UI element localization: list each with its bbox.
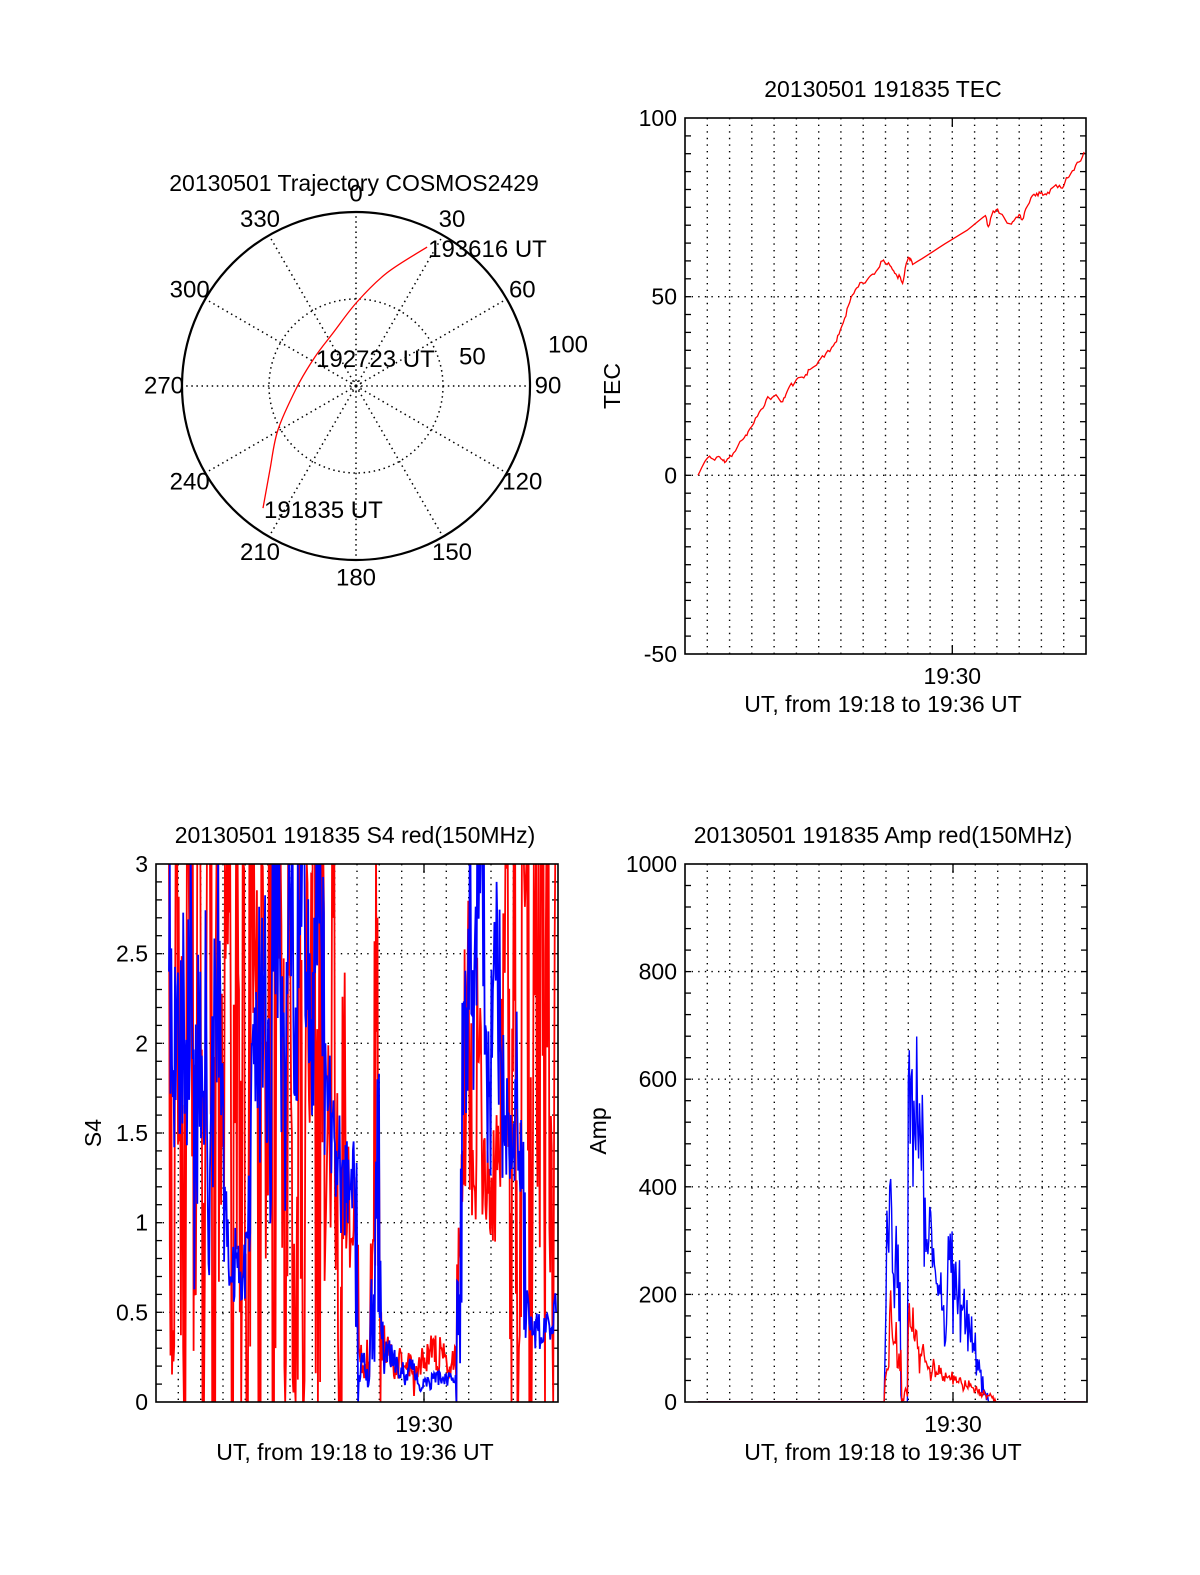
polar-angle-label: 180 [336,565,376,592]
amp-y-tick-label: 0 [664,1389,677,1415]
polar-trajectory-line [262,246,428,509]
amp-plot-area: 19:30 1000 800 600 400 200 0 [626,851,1088,1437]
polar-angle-label: 150 [432,539,472,566]
s4-y-tick-label: 1 [135,1210,148,1236]
polar-angle-label: 0 [349,181,362,208]
polar-angle-label: 240 [170,469,210,496]
s4-axis-frame [155,863,559,1403]
s4-title: 20130501 191835 S4 red(150MHz) [175,822,536,848]
polar-angle-label: 60 [509,277,536,304]
tec-x-axis-label: UT, from 19:18 to 19:36 UT [744,691,1021,717]
polar-spoke-150 [355,385,444,538]
polar-spoke-240 [204,385,357,474]
amp-y-tick-label: 1000 [626,851,677,877]
amp-series-line-0 [698,1036,1086,1402]
polar-angle-label: 210 [240,539,280,566]
polar-ring-label: 100 [548,331,588,358]
s4-y-tick-label: 0.5 [116,1299,148,1325]
amp-y-tick-label: 600 [639,1066,677,1092]
s4-y-tick-label: 1.5 [116,1120,148,1146]
polar-spoke-330 [268,234,357,387]
tec-axis-frame [684,117,1087,655]
polar-center-ring [350,380,362,392]
tec-series-line-0 [697,151,1085,476]
polar-outer-circle [180,210,532,562]
tec-x-tick-label: 19:30 [924,663,982,689]
s4-x-tick-label: 19:30 [395,1411,453,1437]
tec-y-tick-label: 50 [651,284,677,310]
polar-trajectory-panel: 20130501 Trajectory COSMOS2429 0 30 60 90 12… [144,170,588,592]
s4-panel: 20130501 191835 S4 red(150MHz) S4 UT, fr… [80,822,559,1465]
tec-series-group [697,151,1085,476]
tec-plot-area: 19:30 100 50 0 -50 [639,105,1087,689]
tec-panel: 20130501 191835 TEC TEC UT, from 19:18 t… [599,76,1087,717]
amp-x-tick-label: 19:30 [924,1411,982,1437]
polar-spoke-300 [204,298,357,387]
s4-y-tick-label: 2 [135,1030,148,1056]
polar-spoke-210 [268,385,357,538]
tec-y-tick-label: 0 [664,462,677,488]
polar-angle-label: 90 [535,373,562,400]
polar-title: 20130501 Trajectory COSMOS2429 [169,170,538,196]
polar-angle-label: 270 [144,373,184,400]
polar-ring-50 [268,298,444,474]
tec-y-tick-label: 100 [639,105,677,131]
polar-spoke-120 [355,385,508,474]
s4-y-axis-label: S4 [80,1119,106,1147]
amp-axis-frame [684,863,1088,1403]
s4-series-group [168,864,557,1402]
tec-title: 20130501 191835 TEC [764,76,1001,102]
amp-title: 20130501 191835 Amp red(150MHz) [694,822,1072,848]
polar-angle-label: 300 [170,277,210,304]
s4-y-tick-label: 0 [135,1389,148,1415]
polar-angle-label: 330 [240,206,280,233]
polar-ring-label: 50 [459,344,486,371]
s4-y-tick-label: 3 [135,851,148,877]
s4-x-axis-label: UT, from 19:18 to 19:36 UT [216,1439,493,1465]
polar-angle-label: 120 [502,469,542,496]
amp-panel: 20130501 191835 Amp red(150MHz) Amp UT, … [585,822,1088,1465]
s4-plot-area: 19:30 3 2.5 2 1.5 1 0.5 0 [116,851,559,1437]
amp-y-axis-label: Amp [585,1107,611,1154]
amp-x-axis-label: UT, from 19:18 to 19:36 UT [744,1439,1021,1465]
polar-time-label: 193616 UT [428,236,547,263]
polar-angle-label: 30 [439,206,466,233]
tec-y-tick-label: -50 [644,641,677,667]
polar-time-label: 191835 UT [264,497,383,524]
polar-time-label: 192723 UT [316,346,435,373]
amp-y-tick-label: 800 [639,959,677,985]
amp-series-group [697,1036,1086,1402]
polar-plot-area: 0 30 60 90 120 150 180 210 240 270 300 330 50 100 1918… [144,181,588,592]
tec-y-axis-label: TEC [599,363,625,409]
amp-y-tick-label: 200 [639,1281,677,1307]
s4-y-tick-label: 2.5 [116,941,148,967]
amp-y-tick-label: 400 [639,1174,677,1200]
amp-series-line-1 [698,1290,1086,1402]
